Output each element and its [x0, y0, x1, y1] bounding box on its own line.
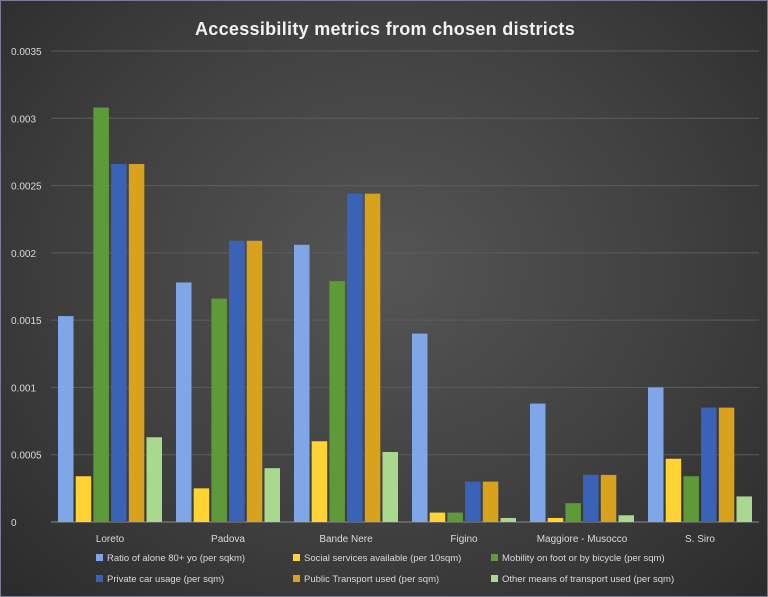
legend-label: Ratio of alone 80+ yo (per sqkm) — [107, 553, 245, 564]
bar-loreto-series-3 — [93, 107, 109, 523]
bar-bande-nere-series-3 — [329, 281, 345, 522]
bar-s-siro-series-6 — [736, 496, 752, 522]
legend-label: Other means of transport used (per sqm) — [502, 574, 674, 585]
bar-maggiore-musocco-series-5 — [600, 474, 617, 522]
legend-label: Social services available (per 10sqm) — [304, 553, 461, 564]
y-tick-label: 0 — [11, 518, 17, 529]
bar-bande-nere-series-6 — [382, 452, 398, 522]
y-tick-label: 0.0005 — [11, 451, 42, 462]
bar-figino-series-5 — [482, 481, 499, 522]
y-tick-label: 0.0015 — [11, 316, 42, 327]
y-tick-label: 0.001 — [11, 383, 36, 394]
bar-bande-nere-series-4 — [347, 193, 363, 522]
bar-maggiore-musocco-series-2 — [547, 517, 564, 522]
x-tick-label: Loreto — [96, 534, 125, 545]
bar-loreto-series-1 — [58, 316, 74, 522]
y-tick-label: 0.0025 — [11, 182, 42, 193]
bar-figino-series-3 — [447, 512, 463, 522]
x-tick-label: Maggiore - Musocco — [537, 534, 628, 545]
bar-loreto-series-2 — [75, 476, 92, 522]
bar-padova-series-4 — [229, 240, 245, 522]
chart-title: Accessibility metrics from chosen distri… — [194, 19, 576, 39]
legend-label: Private car usage (per sqm) — [107, 574, 224, 585]
bar-padova-series-3 — [211, 298, 227, 522]
bar-s-siro-series-5 — [718, 407, 735, 522]
bar-figino-series-2 — [429, 512, 446, 522]
y-tick-label: 0.003 — [11, 114, 36, 125]
bar-s-siro-series-4 — [701, 407, 717, 522]
legend-label: Public Transport used (per sqm) — [304, 574, 439, 585]
legend-label: Mobility on foot or by bicycle (per sqm) — [502, 553, 665, 564]
bar-padova-series-2 — [193, 488, 210, 522]
bar-s-siro-series-3 — [683, 476, 699, 522]
bar-loreto-series-6 — [146, 437, 162, 522]
bar-maggiore-musocco-series-1 — [530, 403, 546, 522]
bar-s-siro-series-2 — [665, 458, 682, 522]
legend-swatch — [491, 554, 498, 561]
bar-figino-series-6 — [500, 517, 516, 522]
bar-s-siro-series-1 — [648, 387, 664, 522]
bar-padova-series-5 — [246, 240, 263, 522]
x-tick-label: Figino — [450, 534, 478, 545]
y-tick-label: 0.002 — [11, 249, 36, 260]
bar-bande-nere-series-1 — [294, 244, 310, 523]
bar-maggiore-musocco-series-3 — [565, 503, 581, 522]
bar-bande-nere-series-2 — [311, 441, 328, 522]
legend-swatch — [491, 575, 498, 582]
y-tick-label: 0.0035 — [11, 47, 42, 58]
bar-loreto-series-4 — [111, 164, 127, 523]
legend-swatch — [96, 554, 103, 561]
legend-swatch — [96, 575, 103, 582]
bar-padova-series-1 — [176, 282, 192, 522]
bar-maggiore-musocco-series-6 — [618, 515, 634, 522]
bar-maggiore-musocco-series-4 — [583, 474, 599, 522]
legend-swatch — [293, 575, 300, 582]
x-tick-label: Padova — [211, 534, 245, 545]
bar-figino-series-4 — [465, 481, 481, 522]
bar-bande-nere-series-5 — [364, 193, 381, 522]
bar-loreto-series-5 — [128, 164, 145, 523]
legend-swatch — [293, 554, 300, 561]
bar-padova-series-6 — [264, 468, 280, 522]
bar-figino-series-1 — [412, 333, 428, 522]
x-tick-label: S. Siro — [685, 534, 715, 545]
x-tick-label: Bande Nere — [319, 534, 373, 545]
